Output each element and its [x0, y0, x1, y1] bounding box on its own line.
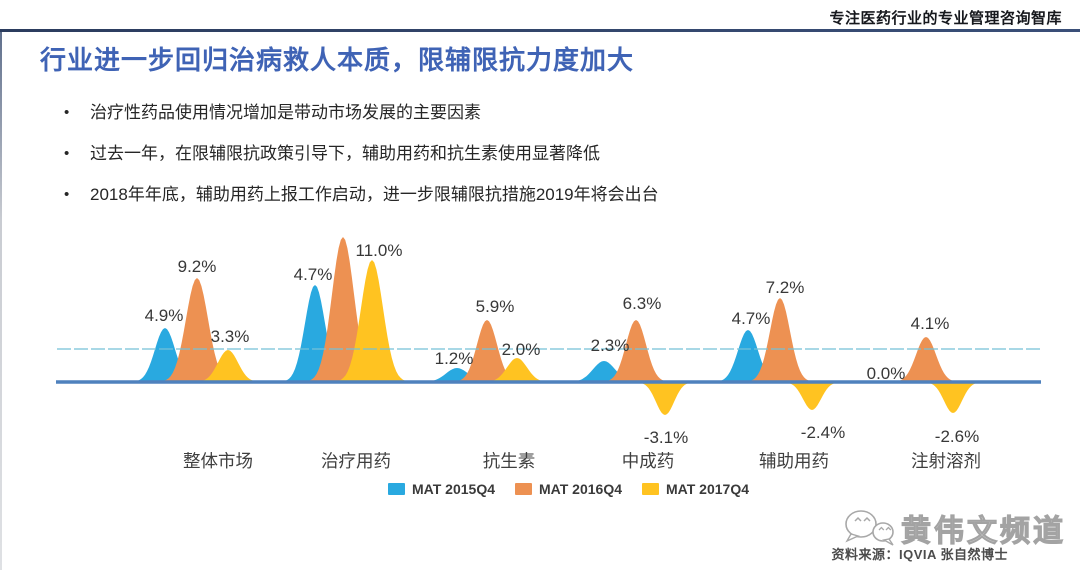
category-label: 中成药	[622, 451, 675, 471]
bullet-item: • 2018年年底，辅助用药上报工作启动，进一步限辅限抗措施2019年将会出台	[64, 185, 844, 204]
value-label: 1.2%	[435, 349, 474, 368]
bullet-dot: •	[64, 186, 70, 203]
bell-peak	[451, 320, 523, 382]
bullet-text: 2018年年底，辅助用药上报工作启动，进一步限辅限抗措施2019年将会出台	[90, 185, 659, 204]
header-divider	[0, 29, 1080, 32]
value-label: -2.4%	[801, 423, 845, 442]
bell-peak	[600, 320, 672, 382]
legend-item-mat2015q4: MAT 2015Q4	[388, 481, 495, 497]
chart-svg: 4.9% 4.7% 1.2% 2.3% 4.7% 0.0% 9.2% 5.9% 6.3% 7.2%…	[56, 237, 1041, 471]
value-label: 9.2%	[178, 257, 217, 276]
bell-peak	[332, 260, 412, 382]
header-tagline: 专注医药行业的专业管理咨询智库	[829, 10, 1062, 27]
bell-peak	[890, 337, 962, 382]
bell-peak	[129, 328, 201, 382]
bullet-text: 过去一年，在限辅限抗政策引导下，辅助用药和抗生素使用显著降低	[90, 144, 600, 163]
value-label: 6.3%	[623, 294, 662, 313]
value-label: -3.1%	[644, 428, 688, 447]
bullet-item: • 治疗性药品使用情况增加是带动市场发展的主要因素	[64, 103, 844, 122]
legend-item-mat2017q4: MAT 2017Q4	[642, 481, 749, 497]
bullet-item: • 过去一年，在限辅限抗政策引导下，辅助用药和抗生素使用显著降低	[64, 144, 844, 163]
value-label: 4.9%	[145, 306, 184, 325]
chart-legend: MAT 2015Q4 MAT 2016Q4 MAT 2017Q4	[388, 481, 749, 497]
bullet-list: • 治疗性药品使用情况增加是带动市场发展的主要因素 • 过去一年，在限辅限抗政策…	[64, 103, 844, 226]
value-label: 2.3%	[591, 336, 630, 355]
legend-swatch-orange	[515, 483, 532, 495]
legend-swatch-blue	[388, 483, 405, 495]
category-label: 整体市场	[183, 451, 253, 471]
legend-swatch-yellow	[642, 483, 659, 495]
category-label: 注射溶剂	[911, 451, 981, 471]
value-label: 5.9%	[476, 297, 515, 316]
category-label: 抗生素	[483, 451, 536, 471]
bullet-dot: •	[64, 104, 70, 121]
legend-item-mat2016q4: MAT 2016Q4	[515, 481, 622, 497]
channel-watermark: 黄伟文频道	[839, 506, 1066, 550]
page-title: 行业进一步回归治病救人本质，限辅限抗力度加大	[40, 45, 635, 75]
bullet-dot: •	[64, 145, 70, 162]
bell-peak	[303, 237, 383, 382]
value-label: 3.3%	[211, 327, 250, 346]
bell-peak	[192, 350, 264, 382]
bell-peak	[779, 382, 845, 410]
value-label: 11.0%	[356, 241, 403, 260]
category-label: 治疗用药	[321, 451, 391, 471]
speech-bubbles-logo-icon	[845, 510, 894, 546]
bullet-text: 治疗性药品使用情况增加是带动市场发展的主要因素	[90, 103, 481, 122]
category-label: 辅助用药	[759, 451, 829, 471]
bell-peak	[712, 330, 784, 382]
value-label: -2.6%	[935, 427, 979, 446]
value-label: 2.0%	[502, 340, 541, 359]
bell-peak	[279, 285, 351, 382]
bell-peak	[632, 382, 698, 415]
bell-peak	[564, 361, 644, 382]
legend-label: MAT 2015Q4	[412, 481, 495, 497]
value-label: 4.7%	[732, 309, 771, 328]
value-label: 4.7%	[294, 265, 333, 284]
left-edge-line	[0, 32, 2, 570]
bell-peak	[157, 278, 237, 382]
value-label: 0.0%	[867, 364, 906, 383]
value-label: 7.2%	[766, 278, 805, 297]
value-label: 4.1%	[911, 314, 950, 333]
market-growth-chart: 4.9% 4.7% 1.2% 2.3% 4.7% 0.0% 9.2% 5.9% 6.3% 7.2%…	[0, 225, 1080, 475]
legend-label: MAT 2016Q4	[539, 481, 622, 497]
watermark-text: 黄伟文频道	[900, 514, 1066, 548]
bell-peak	[744, 298, 816, 382]
bell-peak	[481, 358, 553, 382]
bell-peak	[417, 368, 497, 382]
legend-label: MAT 2017Q4	[666, 481, 749, 497]
source-note: 资料来源：IQVIA 张自然博士	[831, 547, 1008, 562]
bell-peak	[920, 382, 986, 413]
